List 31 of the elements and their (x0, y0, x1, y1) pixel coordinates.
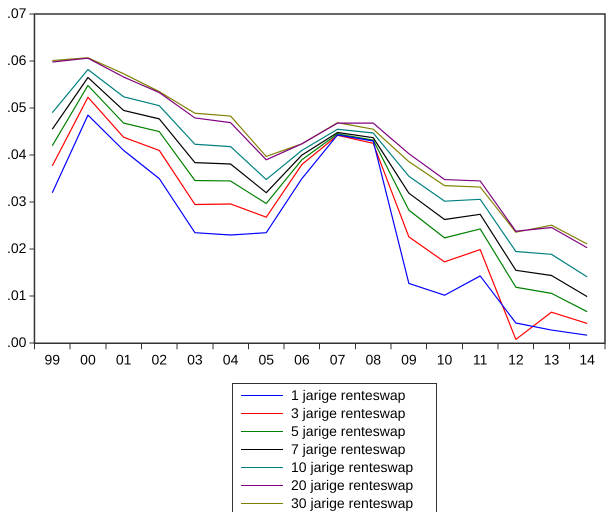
y-tick-label: .00 (6, 334, 27, 350)
x-tick-label: 00 (80, 351, 96, 368)
x-tick-label: 99 (44, 351, 60, 368)
y-tick-label: .01 (6, 287, 27, 304)
y-tick-label: .05 (6, 98, 27, 115)
y-tick-label: .03 (6, 192, 27, 209)
legend-label: 20 jarige renteswap (291, 476, 414, 494)
x-tick-label: 13 (544, 351, 560, 368)
x-tick-label: 05 (258, 351, 274, 368)
legend-label: 10 jarige renteswap (291, 458, 414, 476)
x-tick-label: 03 (187, 351, 203, 368)
x-tick-label: 08 (365, 351, 382, 368)
x-tick-label: 06 (294, 351, 310, 368)
x-tick-label: 04 (222, 351, 239, 368)
x-tick-label: 14 (579, 351, 596, 368)
y-tick-label: .06 (6, 52, 27, 68)
x-tick-label: 10 (436, 351, 453, 368)
x-tick-label: 01 (116, 351, 132, 368)
legend-label: 5 jarige renteswap (291, 422, 406, 440)
y-tick-label: .04 (6, 146, 27, 162)
legend-label: 7 jarige renteswap (291, 440, 406, 458)
legend-label: 30 jarige renteswap (291, 494, 414, 512)
y-tick-label: .07 (6, 4, 27, 21)
x-tick-label: 11 (472, 351, 488, 368)
y-tick-label: .02 (6, 240, 27, 256)
legend-label: 3 jarige renteswap (291, 404, 406, 422)
x-tick-label: 09 (401, 351, 417, 368)
legend-label: 1 jarige renteswap (291, 386, 406, 404)
x-tick-label: 07 (330, 351, 346, 368)
x-tick-label: 02 (151, 351, 168, 368)
x-tick-label: 12 (508, 351, 524, 368)
